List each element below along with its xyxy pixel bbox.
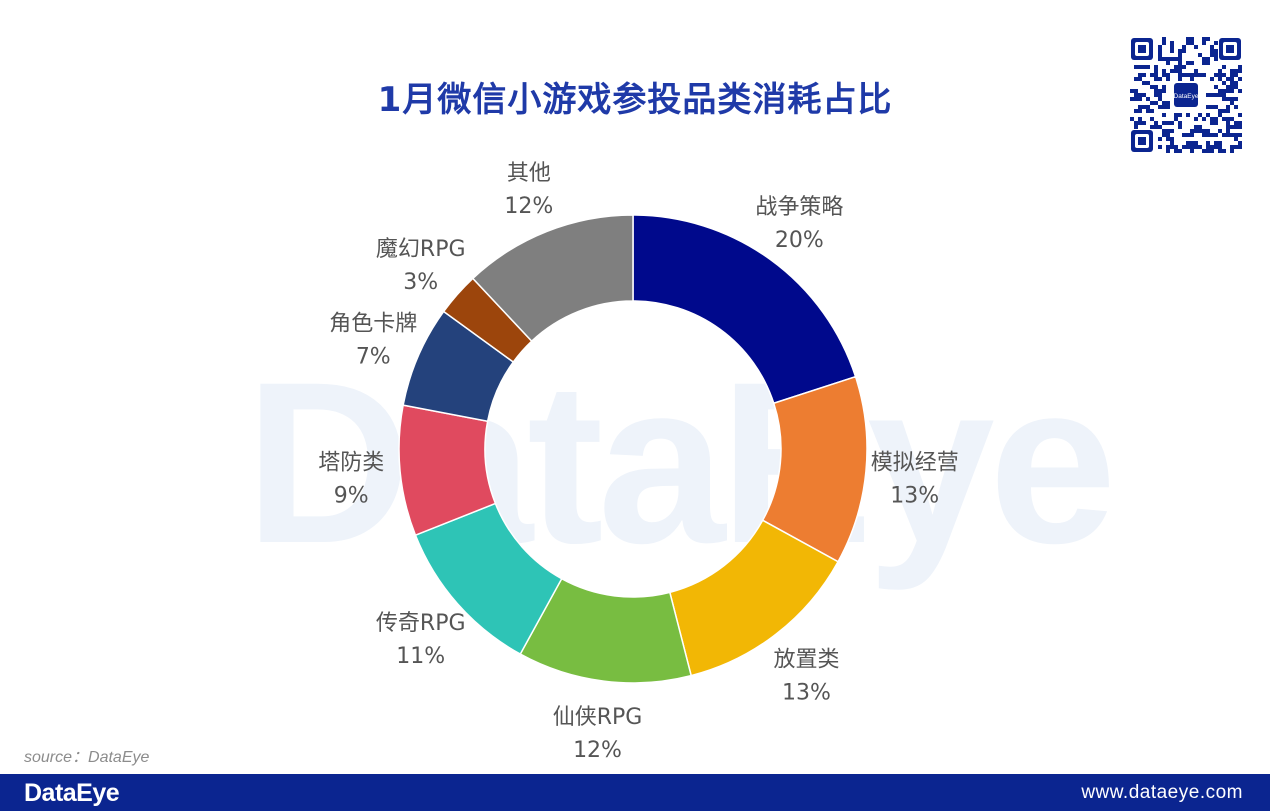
slice-pct-0: 20%	[775, 228, 824, 253]
slice-pct-3: 12%	[573, 738, 622, 763]
slice-8	[471, 214, 634, 343]
slice-pct-5: 9%	[334, 484, 369, 509]
footer-url[interactable]: www.dataeye.com	[1081, 782, 1243, 803]
qr-code-icon: DataEye	[1130, 37, 1242, 153]
slice-label-4: 传奇RPG	[376, 611, 466, 636]
slice-pct-6: 7%	[356, 345, 391, 370]
source-note: source：DataEye	[24, 749, 150, 766]
footer-bar: DataEye www.dataeye.com	[0, 774, 1270, 811]
slice-pct-7: 3%	[403, 270, 438, 295]
slice-label-0: 战争策略	[755, 195, 843, 220]
slice-label-1: 模拟经营	[871, 451, 959, 476]
slice-label-5: 塔防类	[318, 451, 384, 476]
slice-label-2: 放置类	[773, 648, 839, 673]
label-group: 战争策略 20% 模拟经营 13% 放置类 13% 仙侠RPG 12% 传奇RPG 11% 塔防类 9…	[318, 161, 959, 763]
slice-group	[398, 214, 868, 684]
slice-label-3: 仙侠RPG	[553, 705, 643, 730]
slice-label-7: 魔幻RPG	[376, 237, 466, 262]
chart-title: 1月微信小游戏参投品类消耗占比	[377, 80, 893, 120]
slice-pct-1: 13%	[890, 484, 939, 509]
watermark-text: DataEye	[245, 334, 1117, 591]
footer-logo: DataEye	[24, 779, 120, 807]
slice-0	[632, 214, 857, 405]
slice-label-8: 其他	[507, 161, 551, 186]
slice-pct-4: 11%	[396, 644, 445, 669]
qr-center-label: DataEye	[1174, 93, 1199, 100]
slice-pct-8: 12%	[504, 194, 553, 219]
slice-pct-2: 13%	[782, 681, 831, 706]
slice-label-6: 角色卡牌	[329, 312, 417, 337]
